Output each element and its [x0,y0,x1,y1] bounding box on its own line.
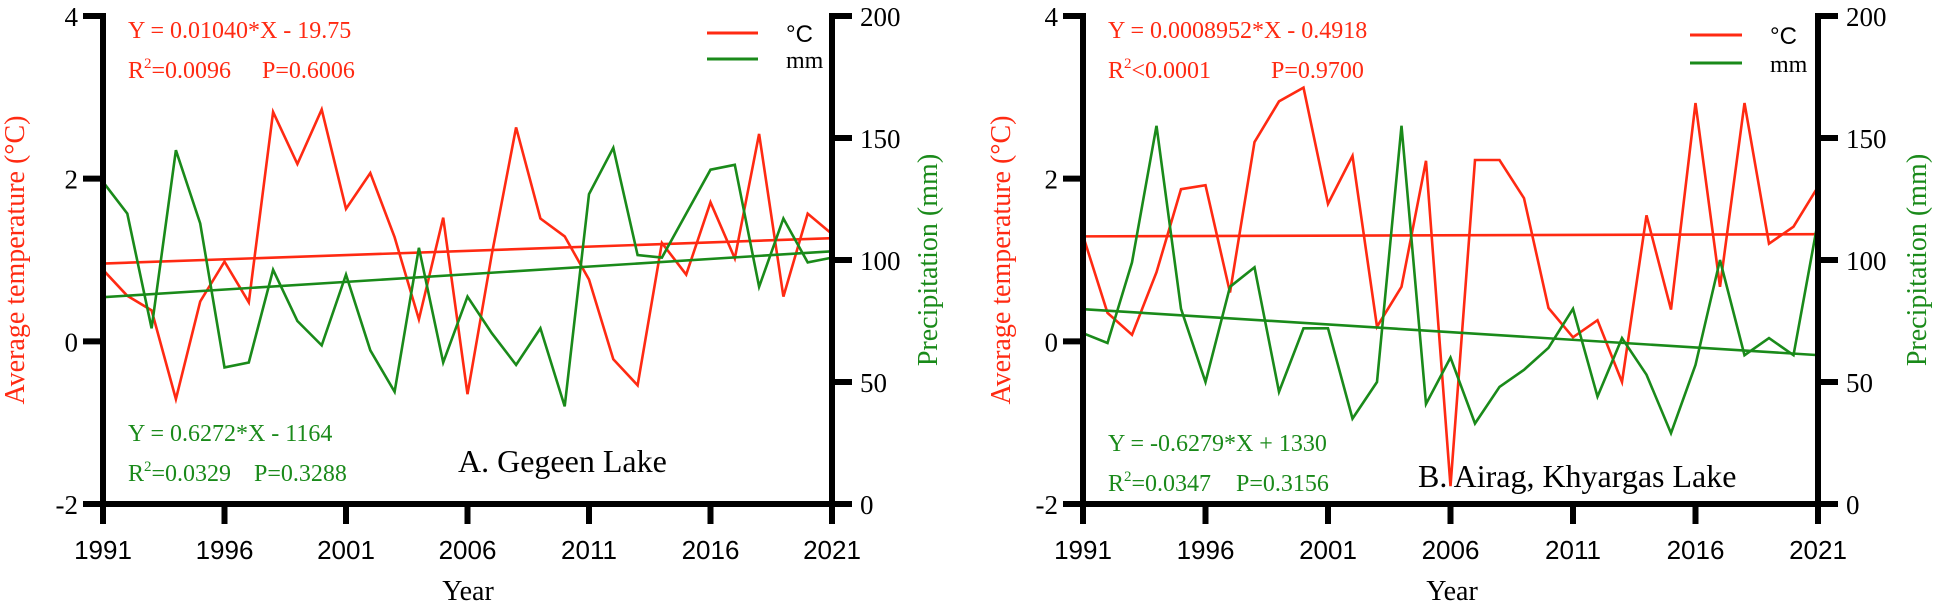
x-tick-label: 2001 [317,535,375,565]
x-tick-label: 2006 [439,535,497,565]
y-right-tick-label: 150 [1846,124,1887,154]
x-tick-label: 1996 [1177,535,1235,565]
y-right-tick-label: 200 [860,2,901,32]
x-tick-label: 2016 [1667,535,1725,565]
y-left-tick-label: 4 [1045,2,1059,32]
x-tick-label: 1991 [1054,535,1112,565]
x-axis-title: Year [442,576,494,607]
temperature-series-line [102,105,833,405]
precipitation-series-line [101,144,833,407]
panel-a-title: A. Gegeen Lake [458,443,667,479]
y-right-tick-label: 100 [1846,246,1887,276]
precipitation-trend-line [102,249,833,299]
x-tick-label: 1991 [74,535,132,565]
y-left-tick-label: 0 [1045,327,1059,357]
x-tick-label: 2001 [1299,535,1357,565]
y-right-tick-label: 200 [1846,2,1887,32]
temperature-series-line [1081,85,1820,487]
y-axis-right-title: Precipitation (mm) [1902,154,1933,366]
panel-b: -2 0 2 4 0 50 100 150 200 1991 1996 2001 2006 2011 201… [986,2,1933,607]
y-right-tick-label: 50 [860,368,887,398]
precipitation-equation: Y = 0.6272*X - 1164 [128,421,332,447]
x-axis-title: Year [1426,576,1478,607]
precipitation-r2-label: R2=0.0347 [1108,469,1211,497]
y-left-tick-label: -2 [56,490,79,520]
panel-a: -2 0 2 4 0 50 100 150 200 1991 1996 2001 2006 2011 201… [0,2,944,607]
y-left-tick-label: 2 [1045,165,1059,195]
x-tick-label: 2021 [803,535,861,565]
legend-temperature-label: °C [786,21,813,48]
temperature-r2-label: R2=0.0096 [128,56,231,84]
y-left-tick-label: -2 [1036,490,1059,520]
precipitation-r2-label: R2=0.0329 [128,459,231,487]
y-left-tick-label: 2 [65,165,79,195]
panel-b-title: B. Airag, Khyargas Lake [1418,458,1736,494]
y-left-tick-label: 4 [65,2,79,32]
temperature-equation: Y = 0.0008952*X - 0.4918 [1108,18,1367,44]
legend-precipitation-label: mm [786,48,824,74]
y-right-tick-label: 100 [860,246,901,276]
legend: °C mm [707,21,824,74]
x-tick-label: 2021 [1789,535,1847,565]
temperature-p-value: P=0.9700 [1271,58,1364,84]
y-left-tick-label: 0 [65,327,79,357]
panel-a-axes: -2 0 2 4 0 50 100 150 200 1991 1996 2001 2006 2011 201… [56,2,901,565]
x-tick-label: 2016 [682,535,740,565]
legend: °C mm [1690,23,1808,78]
y-right-tick-label: 0 [860,490,874,520]
precipitation-equation: Y = -0.6279*X + 1330 [1108,431,1327,457]
precipitation-trend-line [1082,307,1819,357]
precipitation-p-value: P=0.3288 [254,461,347,487]
y-axis-right-title: Precipitation (mm) [913,154,944,366]
temperature-r2-label: R2<0.0001 [1108,56,1211,84]
panel-b-axes: -2 0 2 4 0 50 100 150 200 1991 1996 2001 2006 2011 201… [1036,2,1887,565]
x-tick-label: 2006 [1422,535,1480,565]
panel-b-plot-area [1081,85,1820,487]
x-tick-label: 1996 [196,535,254,565]
y-right-tick-label: 150 [860,124,901,154]
x-tick-label: 2011 [1545,535,1601,565]
temperature-trend-line [102,236,833,265]
y-axis-left-title: Average temperature (°C) [986,116,1017,405]
legend-temperature-label: °C [1770,23,1797,50]
temperature-equation: Y = 0.01040*X - 19.75 [128,18,351,44]
y-right-tick-label: 50 [1846,368,1873,398]
y-right-tick-label: 0 [1846,490,1860,520]
temperature-p-value: P=0.6006 [262,58,355,84]
y-axis-left-title: Average temperature (°C) [0,116,31,405]
precipitation-series-line [1082,125,1820,437]
panel-a-plot-area [101,105,833,407]
x-tick-label: 2011 [561,535,617,565]
temperature-trend-line [1082,232,1819,238]
legend-precipitation-label: mm [1770,52,1808,78]
precipitation-p-value: P=0.3156 [1236,471,1329,497]
